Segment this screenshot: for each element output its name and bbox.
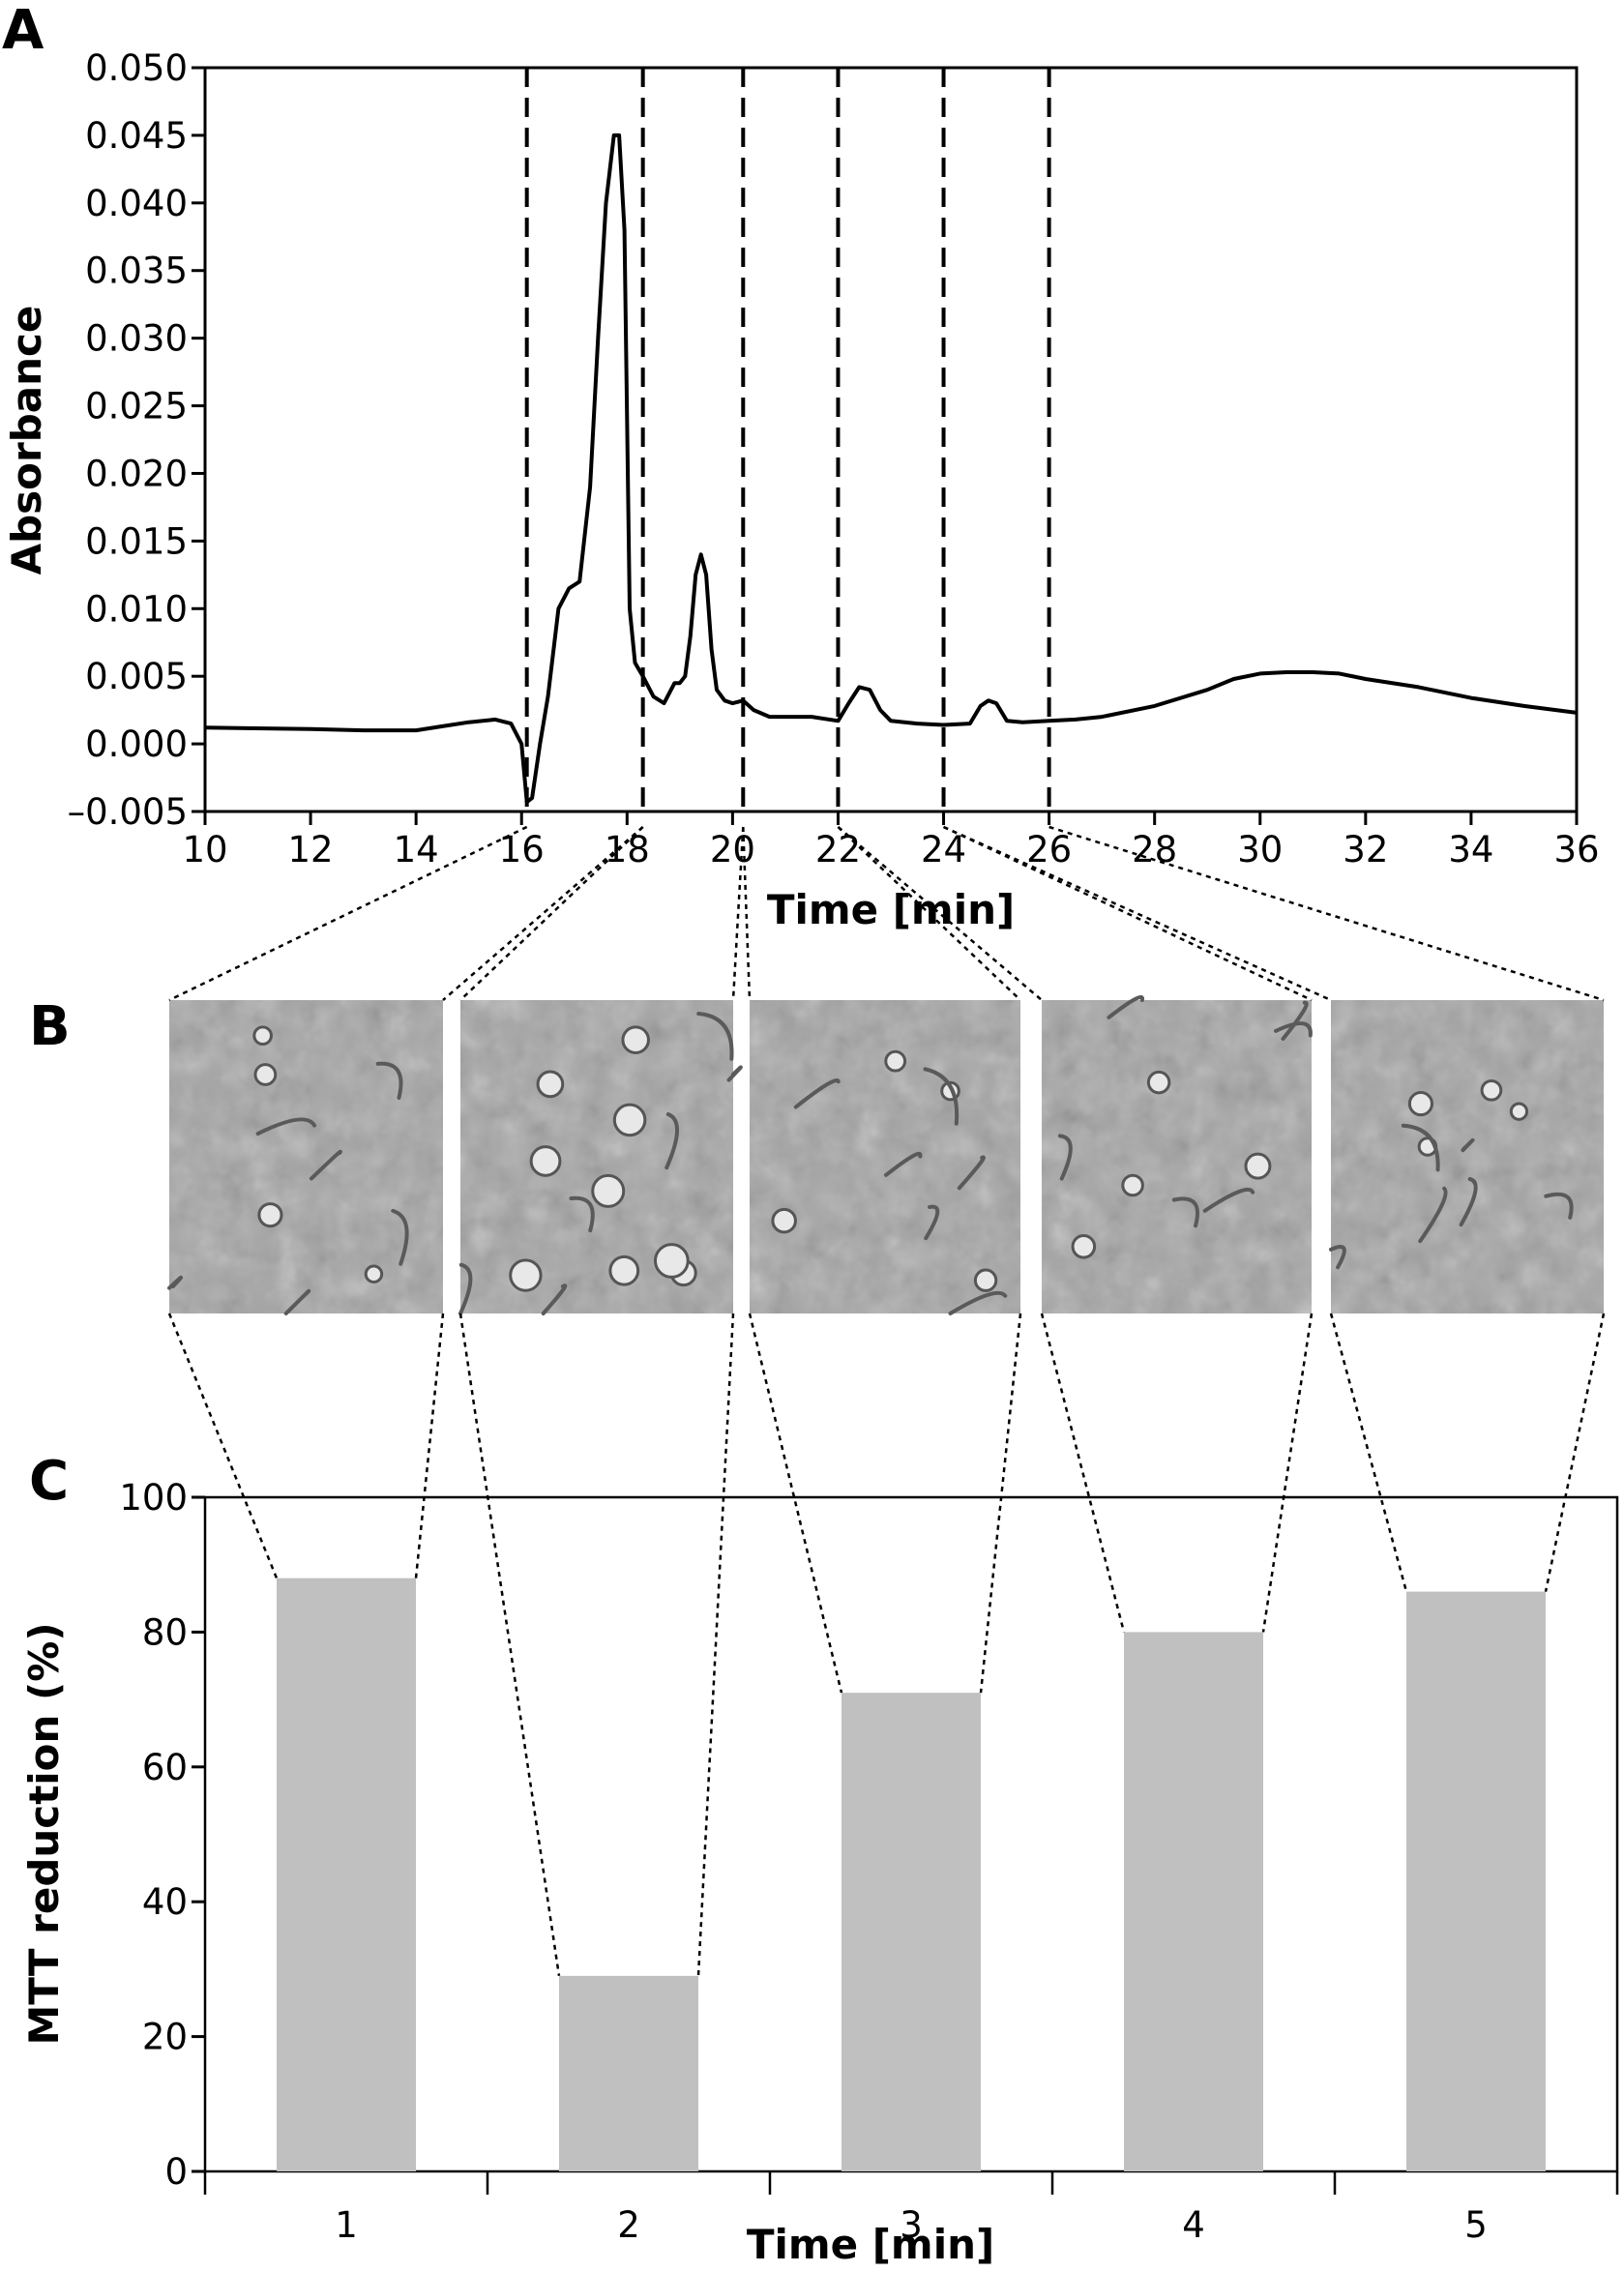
x-tick-label: 1 xyxy=(335,2204,358,2246)
x-tick-label: 36 xyxy=(1553,829,1599,870)
y-tick-label: 0.010 xyxy=(85,588,188,630)
y-tick-label: 0.035 xyxy=(85,251,188,292)
y-tick-label: 0.015 xyxy=(85,520,188,562)
mtt-x-axis-title: Time [min] xyxy=(747,2221,994,2268)
x-tick-label: 14 xyxy=(394,829,439,870)
cell-micrograph-2 xyxy=(458,1000,743,1315)
y-tick-label: 80 xyxy=(142,1611,188,1653)
connector-line xyxy=(1261,1313,1314,1633)
y-tick-label: 0.020 xyxy=(85,453,188,494)
absorbance-trace xyxy=(204,133,1578,805)
x-tick-label: 20 xyxy=(710,829,755,870)
x-tick-label: 30 xyxy=(1237,829,1283,870)
connector-line xyxy=(167,1313,279,1579)
connector-line xyxy=(943,825,1332,1002)
x-tick-label: 18 xyxy=(605,829,650,870)
y-tick-label: 100 xyxy=(119,1477,188,1519)
mtt-bars xyxy=(277,1578,1546,2171)
x-tick-label: 26 xyxy=(1026,829,1072,870)
mtt-y-ticks: 0 20 40 60 80 100 xyxy=(119,1477,205,2193)
panel-letter-c: C xyxy=(29,1450,69,1513)
absorbance-y-ticks: –0.005 0.000 0.005 0.010 0.015 0.020 0.025 0.03… xyxy=(68,47,205,833)
y-tick-label: 0.040 xyxy=(85,183,188,224)
connector-line xyxy=(414,1313,445,1579)
y-tick-label: 60 xyxy=(142,1747,188,1788)
x-tick-label: 34 xyxy=(1448,829,1493,870)
connector-line xyxy=(943,825,1313,1002)
connector-line xyxy=(837,826,1043,1001)
cell-micrograph-5 xyxy=(1329,1000,1604,1313)
x-tick-label: 24 xyxy=(921,829,966,870)
cell-micrograph-3 xyxy=(750,1000,1020,1315)
cell-micrograph-4 xyxy=(1042,994,1313,1313)
chromatogram-y-axis-title: Absorbance xyxy=(3,306,50,575)
fraction-connectors xyxy=(167,825,1606,1977)
x-tick-label: 16 xyxy=(499,829,545,870)
mtt-x-ticks: 1 2 3 4 5 xyxy=(203,2171,1619,2246)
x-tick-label: 22 xyxy=(815,829,861,870)
connector-line xyxy=(1048,825,1605,1002)
y-tick-label: –0.005 xyxy=(68,791,188,833)
mtt-bar-4 xyxy=(1124,1632,1263,2171)
chromatogram-x-axis-title: Time [min] xyxy=(767,886,1015,933)
cell-micrograph-1 xyxy=(167,1000,443,1315)
mtt-bar-2 xyxy=(559,1975,698,2171)
y-tick-label: 20 xyxy=(142,2017,188,2058)
y-tick-label: 0.005 xyxy=(85,656,188,697)
mtt-bar-3 xyxy=(842,1693,981,2171)
connector-line xyxy=(696,1313,735,1976)
y-tick-label: 0.025 xyxy=(85,386,188,428)
connector-line xyxy=(1040,1313,1126,1633)
mtt-bar-5 xyxy=(1406,1591,1546,2171)
mtt-y-axis-title: MTT reduction (%) xyxy=(20,1622,68,2045)
chromatogram-plot-frame xyxy=(203,66,1579,813)
micrograph-panel xyxy=(167,994,1604,1315)
connector-line xyxy=(1329,1313,1408,1592)
mtt-bar-1 xyxy=(277,1578,416,2171)
x-tick-label: 5 xyxy=(1464,2204,1488,2246)
x-tick-label: 4 xyxy=(1182,2204,1205,2246)
x-tick-label: 3 xyxy=(900,2204,923,2246)
y-tick-label: 0.050 xyxy=(85,47,188,89)
panel-letter-a: A xyxy=(2,0,44,62)
connector-line xyxy=(459,826,644,1001)
y-tick-label: 0.045 xyxy=(85,115,188,157)
connector-line xyxy=(979,1313,1022,1694)
connector-line xyxy=(837,826,1021,1001)
x-tick-label: 12 xyxy=(288,829,334,870)
y-tick-label: 40 xyxy=(142,1881,188,1923)
chromatogram-panel: –0.005 0.000 0.005 0.010 0.015 0.020 0.025 0.03… xyxy=(3,47,1600,933)
y-tick-label: 0.030 xyxy=(85,318,188,360)
mtt-bar-panel: 0 20 40 60 80 100 1 2 3 4 5 Time [min] MTT reduct… xyxy=(20,1477,1619,2268)
connector-line xyxy=(458,1313,561,1977)
fraction-boundaries xyxy=(524,68,1051,811)
x-tick-label: 32 xyxy=(1343,829,1388,870)
connector-line xyxy=(1544,1313,1606,1592)
time-x-ticks: 10 12 14 16 18 20 22 24 26 28 30 32 34 36 xyxy=(182,811,1600,870)
x-tick-label: 2 xyxy=(617,2204,640,2246)
y-tick-label: 0.000 xyxy=(85,723,188,765)
y-tick-label: 0 xyxy=(164,2151,188,2193)
connector-line xyxy=(168,825,528,1002)
x-tick-label: 10 xyxy=(182,829,227,870)
connector-line xyxy=(748,1313,843,1694)
panel-letter-b: B xyxy=(29,995,71,1058)
